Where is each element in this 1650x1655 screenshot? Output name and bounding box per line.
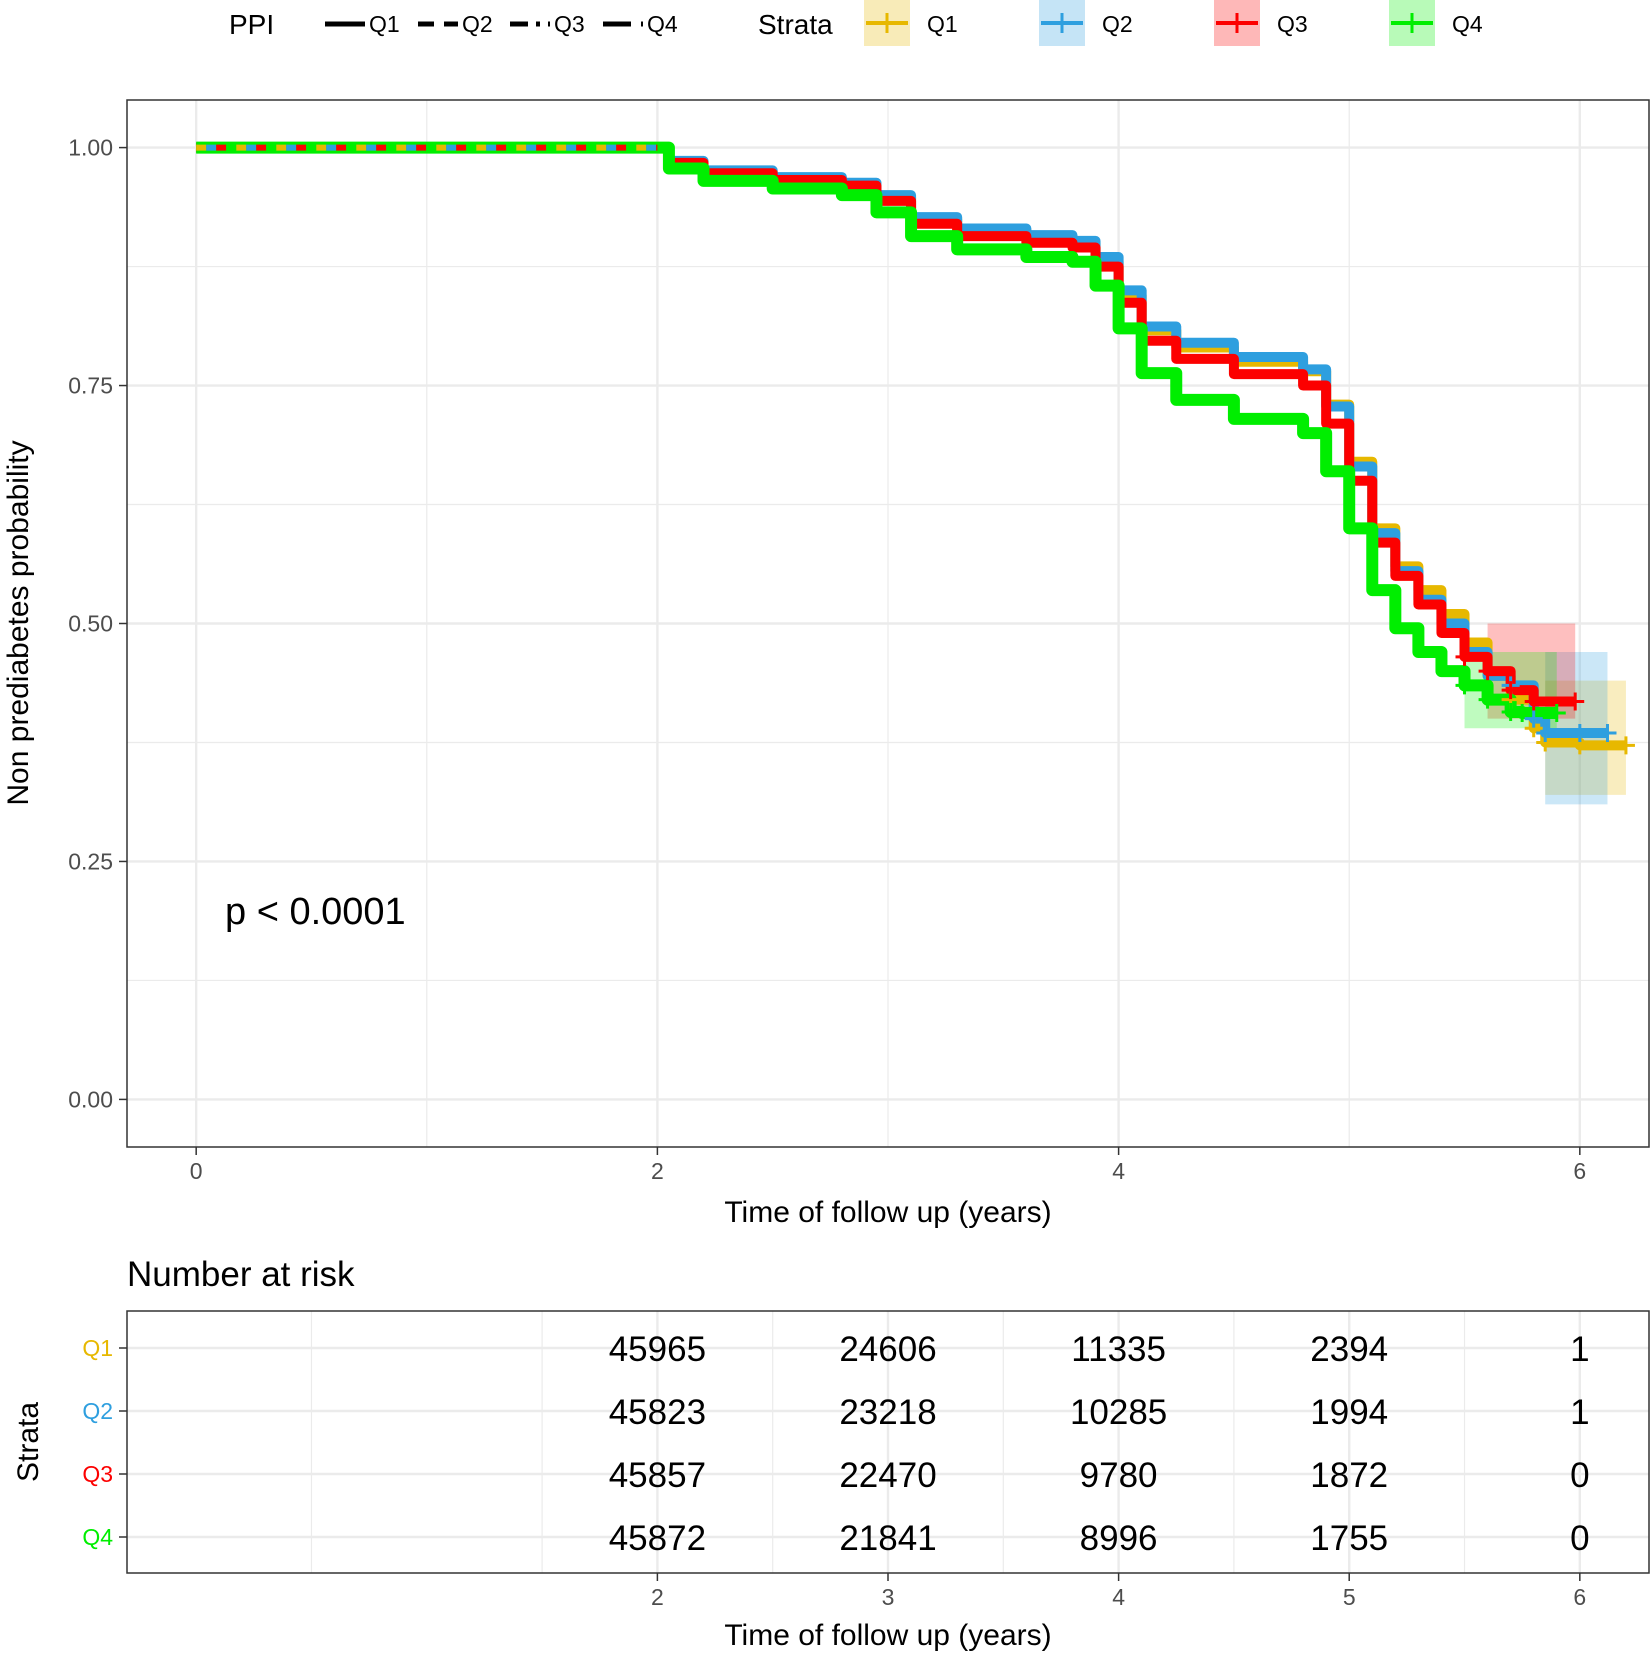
risk-table-y-axis-title: Strata	[12, 1402, 45, 1482]
risk-count: 0	[1570, 1456, 1589, 1495]
x-tick-label: 4	[1112, 1158, 1125, 1184]
censor-mark-q2	[1598, 723, 1617, 742]
y-tick-label: 0.25	[68, 848, 113, 874]
legend-linetype-title: PPI	[229, 9, 274, 40]
linetype-label-q1: Q1	[369, 11, 400, 37]
color-label-q3: Q3	[1277, 11, 1308, 37]
survival-curve-q4	[196, 141, 1557, 719]
risk-count: 1	[1570, 1393, 1589, 1432]
risk-count: 1	[1570, 1330, 1589, 1369]
risk-count: 22470	[839, 1456, 936, 1495]
censor-mark-q4	[1478, 690, 1497, 709]
censor-mark-q4	[1513, 703, 1532, 722]
color-label-q4: Q4	[1452, 11, 1483, 37]
table-x-tick-label: 6	[1573, 1584, 1586, 1610]
y-tick-label: 1.00	[68, 135, 113, 161]
risk-table: Number at risk 45965 24606 11335 2394 1 45823…	[12, 1255, 1650, 1652]
risk-table-title: Number at risk	[127, 1255, 355, 1294]
censor-mark-q2	[1570, 723, 1589, 742]
risk-count: 45872	[609, 1519, 706, 1558]
table-row-label-q1: Q1	[82, 1335, 113, 1361]
linetype-label-q2: Q2	[462, 11, 493, 37]
censor-mark-q3	[1478, 662, 1497, 681]
risk-count: 1994	[1310, 1393, 1388, 1432]
linetype-legend: Q1 Q2 Q3 Q4	[325, 11, 678, 37]
color-label-q1: Q1	[927, 11, 958, 37]
legend: PPI Q1 Q2 Q3 Q4 Strata Q1 Q2 Q3 Q4	[229, 0, 1483, 46]
risk-count: 24606	[839, 1330, 936, 1369]
censor-mark-q3	[1524, 692, 1543, 711]
x-tick-label: 0	[190, 1158, 203, 1184]
risk-table-x-axis-title: Time of follow up (years)	[724, 1619, 1051, 1652]
censor-mark-q1	[1616, 736, 1635, 755]
color-label-q2: Q2	[1102, 11, 1133, 37]
risk-count: 8996	[1080, 1519, 1158, 1558]
risk-count: 0	[1570, 1519, 1589, 1558]
y-axis-title: Non prediabetes probability	[2, 440, 35, 805]
risk-count: 2394	[1310, 1330, 1388, 1369]
table-row-label-q4: Q4	[82, 1524, 113, 1550]
legend-color-title: Strata	[758, 9, 833, 40]
risk-count: 45823	[609, 1393, 706, 1432]
risk-table-grid	[127, 1311, 1649, 1573]
censor-mark-q2	[1536, 723, 1555, 742]
risk-count: 21841	[839, 1519, 936, 1558]
censor-mark-q4	[1455, 676, 1474, 695]
y-tick-label: 0.75	[68, 373, 113, 399]
risk-count: 9780	[1080, 1456, 1158, 1495]
plot-axes: 0 2 4 6 0.00 0.25 0.50 0.75 1.00	[68, 135, 1586, 1184]
table-x-tick-label: 3	[882, 1584, 895, 1610]
color-legend: Q1 Q2 Q3 Q4	[864, 0, 1483, 46]
y-tick-label: 0.00	[68, 1086, 113, 1112]
risk-table-axes: 2 3 4 5 6 Q1 Q2 Q3 Q4	[82, 1335, 1586, 1610]
risk-count: 11335	[1071, 1330, 1166, 1369]
x-axis-title: Time of follow up (years)	[724, 1196, 1051, 1229]
censor-mark-q3	[1501, 681, 1520, 700]
linetype-label-q3: Q3	[554, 11, 585, 37]
table-row-label-q2: Q2	[82, 1398, 113, 1424]
risk-count: 1872	[1310, 1456, 1388, 1495]
risk-count: 45965	[609, 1330, 706, 1369]
table-x-tick-label: 2	[651, 1584, 664, 1610]
p-value-annotation: p < 0.0001	[225, 891, 406, 933]
risk-count: 23218	[839, 1393, 936, 1432]
x-tick-label: 2	[651, 1158, 664, 1184]
risk-count: 10285	[1070, 1393, 1167, 1432]
linetype-label-q4: Q4	[647, 11, 678, 37]
risk-count: 45857	[609, 1456, 706, 1495]
survival-plot: 0 2 4 6 0.00 0.25 0.50 0.75 1.00 p < 0.0001 Time…	[2, 99, 1650, 1229]
censor-mark-q3	[1455, 647, 1474, 666]
censor-mark-q2	[1524, 709, 1543, 728]
table-x-tick-label: 5	[1343, 1584, 1356, 1610]
risk-table-values: 45965 24606 11335 2394 1 45823 23218 10285 1994 1…	[609, 1330, 1590, 1558]
x-tick-label: 6	[1573, 1158, 1586, 1184]
censor-marks	[1455, 647, 1635, 755]
y-tick-label: 0.50	[68, 611, 113, 637]
censor-mark-q3	[1566, 692, 1585, 711]
risk-count: 1755	[1310, 1519, 1388, 1558]
table-row-label-q3: Q3	[82, 1461, 113, 1487]
table-x-tick-label: 4	[1112, 1584, 1125, 1610]
censor-mark-q4	[1547, 703, 1566, 722]
